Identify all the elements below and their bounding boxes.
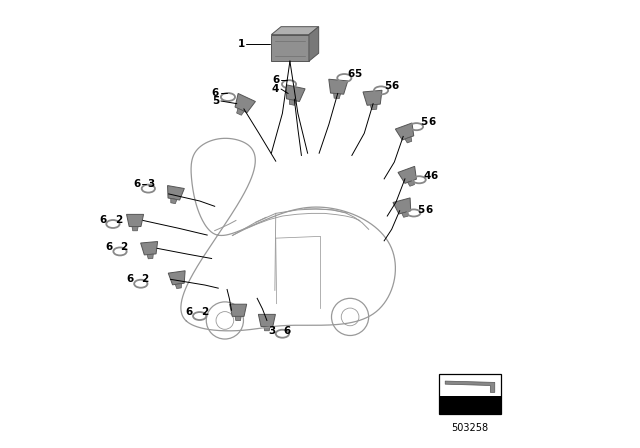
Text: 503258: 503258 xyxy=(451,423,488,433)
Text: 6: 6 xyxy=(99,215,107,224)
Text: 5: 5 xyxy=(355,69,362,78)
Polygon shape xyxy=(271,34,309,61)
Text: 6: 6 xyxy=(284,326,291,336)
Polygon shape xyxy=(235,94,255,112)
Text: 6: 6 xyxy=(392,81,399,91)
Text: 5: 5 xyxy=(417,205,424,215)
Polygon shape xyxy=(398,166,417,183)
Text: 5: 5 xyxy=(212,96,219,106)
Polygon shape xyxy=(235,316,241,321)
Text: 6: 6 xyxy=(426,205,433,215)
Text: 6: 6 xyxy=(134,179,141,189)
Text: 6: 6 xyxy=(348,69,355,78)
Polygon shape xyxy=(445,381,495,392)
Text: 2: 2 xyxy=(120,242,127,252)
Text: 6: 6 xyxy=(126,274,133,284)
Polygon shape xyxy=(408,180,415,186)
Text: 1: 1 xyxy=(237,39,244,49)
Polygon shape xyxy=(393,198,411,214)
Text: 6: 6 xyxy=(106,242,113,252)
Polygon shape xyxy=(171,198,177,204)
Text: 2: 2 xyxy=(202,306,209,317)
Polygon shape xyxy=(309,27,319,61)
Text: 6: 6 xyxy=(431,171,438,181)
Text: 2: 2 xyxy=(141,274,148,284)
Bar xyxy=(438,375,501,414)
Polygon shape xyxy=(287,85,305,102)
Polygon shape xyxy=(402,211,408,217)
Polygon shape xyxy=(230,304,246,316)
Text: 4: 4 xyxy=(423,171,431,181)
Polygon shape xyxy=(237,108,244,115)
Polygon shape xyxy=(329,79,348,94)
Polygon shape xyxy=(271,27,319,34)
Text: 4: 4 xyxy=(272,84,279,94)
Polygon shape xyxy=(363,90,382,105)
Polygon shape xyxy=(405,137,412,143)
Text: 3: 3 xyxy=(269,326,276,336)
Text: 5: 5 xyxy=(384,81,392,91)
Text: 6: 6 xyxy=(212,88,219,99)
Text: 6: 6 xyxy=(272,75,279,85)
Polygon shape xyxy=(333,93,340,99)
Polygon shape xyxy=(147,254,153,259)
Polygon shape xyxy=(259,314,275,327)
Polygon shape xyxy=(175,284,182,289)
Polygon shape xyxy=(396,123,413,140)
Polygon shape xyxy=(370,104,377,110)
Bar xyxy=(438,396,501,414)
Polygon shape xyxy=(168,271,185,285)
Text: 6: 6 xyxy=(428,117,435,127)
Text: 3: 3 xyxy=(147,179,155,189)
Text: 6: 6 xyxy=(186,306,193,317)
Polygon shape xyxy=(132,227,138,231)
Polygon shape xyxy=(289,99,296,105)
Polygon shape xyxy=(141,241,157,255)
Text: 5: 5 xyxy=(420,117,428,127)
Polygon shape xyxy=(127,215,143,227)
Polygon shape xyxy=(264,327,270,331)
Polygon shape xyxy=(168,185,184,200)
Text: 2: 2 xyxy=(116,215,123,224)
